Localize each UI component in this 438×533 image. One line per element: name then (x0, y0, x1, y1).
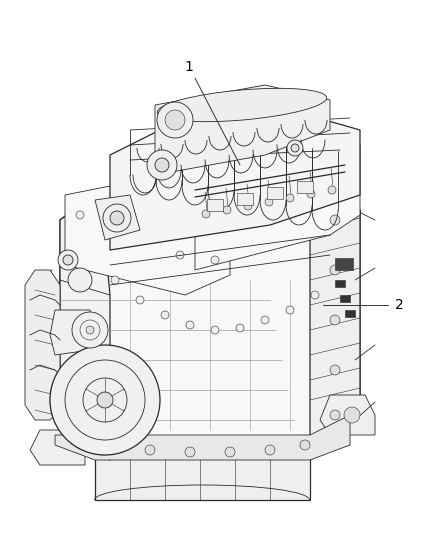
Polygon shape (110, 395, 360, 440)
Circle shape (145, 445, 155, 455)
FancyBboxPatch shape (207, 199, 223, 211)
Circle shape (202, 210, 210, 218)
Polygon shape (60, 190, 110, 460)
Polygon shape (95, 448, 310, 500)
Circle shape (58, 250, 78, 270)
Circle shape (336, 151, 344, 159)
Polygon shape (110, 110, 360, 250)
Polygon shape (55, 415, 350, 460)
FancyBboxPatch shape (340, 295, 350, 302)
Circle shape (72, 312, 108, 348)
Circle shape (330, 215, 340, 225)
Circle shape (185, 447, 195, 457)
Circle shape (330, 410, 340, 420)
Text: 2: 2 (395, 298, 404, 312)
Circle shape (83, 378, 127, 422)
Circle shape (265, 198, 273, 206)
Circle shape (276, 161, 284, 169)
Circle shape (265, 445, 275, 455)
Circle shape (76, 211, 84, 219)
FancyBboxPatch shape (335, 258, 353, 270)
Circle shape (86, 326, 94, 334)
Circle shape (211, 181, 219, 189)
Polygon shape (195, 125, 360, 270)
Circle shape (97, 392, 113, 408)
Circle shape (286, 306, 294, 314)
Circle shape (68, 268, 92, 292)
Circle shape (165, 110, 185, 130)
Polygon shape (95, 195, 140, 240)
Circle shape (307, 190, 315, 198)
Circle shape (211, 326, 219, 334)
Ellipse shape (157, 88, 327, 122)
Circle shape (291, 144, 299, 152)
Circle shape (110, 211, 124, 225)
FancyBboxPatch shape (267, 187, 283, 199)
Circle shape (176, 251, 184, 259)
Circle shape (161, 311, 169, 319)
Circle shape (330, 265, 340, 275)
Polygon shape (155, 85, 330, 175)
Polygon shape (65, 175, 230, 295)
Circle shape (328, 186, 336, 194)
Circle shape (147, 150, 177, 180)
FancyBboxPatch shape (297, 181, 313, 193)
Circle shape (155, 158, 169, 172)
Circle shape (244, 202, 252, 210)
Circle shape (286, 194, 294, 202)
Circle shape (141, 236, 149, 244)
Text: 1: 1 (184, 60, 194, 74)
Circle shape (50, 345, 160, 455)
Circle shape (311, 291, 319, 299)
Polygon shape (60, 280, 110, 460)
Polygon shape (320, 395, 375, 435)
Circle shape (287, 140, 303, 156)
Circle shape (103, 204, 131, 232)
FancyBboxPatch shape (237, 193, 253, 205)
FancyBboxPatch shape (335, 280, 345, 287)
Polygon shape (50, 310, 95, 355)
FancyBboxPatch shape (345, 310, 355, 317)
Circle shape (330, 315, 340, 325)
Circle shape (157, 102, 193, 138)
Circle shape (111, 276, 119, 284)
Circle shape (106, 221, 114, 229)
Circle shape (63, 255, 73, 265)
Circle shape (225, 447, 235, 457)
Circle shape (136, 296, 144, 304)
Circle shape (211, 256, 219, 264)
Circle shape (246, 171, 254, 179)
Circle shape (186, 321, 194, 329)
Circle shape (300, 440, 310, 450)
Circle shape (105, 440, 115, 450)
Circle shape (223, 206, 231, 214)
Polygon shape (60, 190, 360, 440)
Circle shape (261, 316, 269, 324)
Polygon shape (30, 430, 85, 465)
Circle shape (330, 365, 340, 375)
Circle shape (344, 407, 360, 423)
Polygon shape (25, 270, 60, 420)
Polygon shape (310, 190, 360, 440)
Circle shape (236, 324, 244, 332)
Circle shape (306, 151, 314, 159)
